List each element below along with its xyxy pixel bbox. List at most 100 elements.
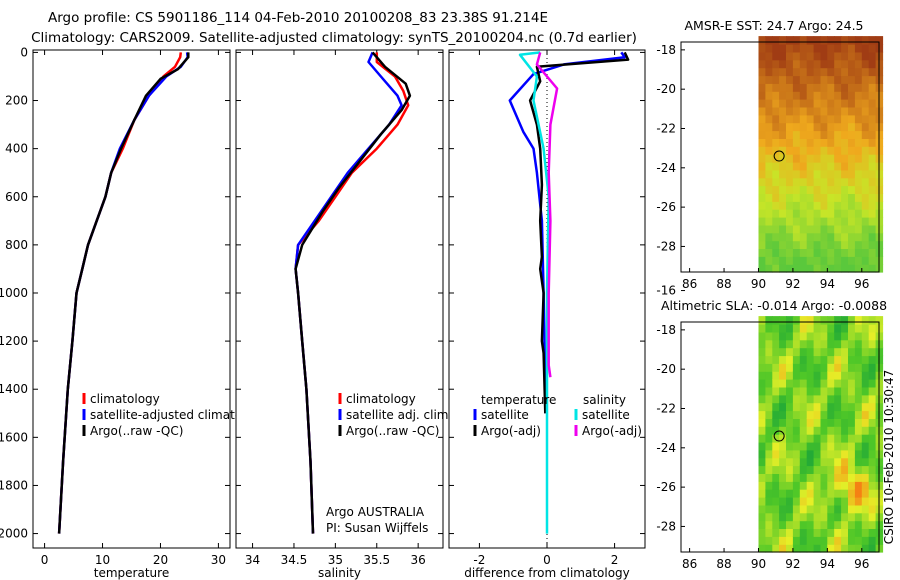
sst_map-cell (854, 161, 863, 171)
sst_map-cell (758, 91, 766, 100)
sla_map-cell (813, 371, 822, 380)
sla_map-cell (820, 386, 828, 396)
sst_map-cell (792, 138, 801, 147)
sla_map-cell (799, 528, 808, 537)
sla_map-cell (854, 512, 863, 522)
sla_map-cell (792, 473, 801, 482)
sst_map-cell (820, 67, 828, 77)
sla_map-cell (868, 331, 877, 341)
sla_map-cell (861, 457, 870, 467)
sla_map-cell (827, 544, 835, 553)
sla_map-cell (868, 457, 877, 467)
sla_map-cell (841, 418, 849, 427)
sst_map-cell (820, 264, 828, 273)
sla_map-cell (779, 410, 787, 419)
sla_map-cell (841, 331, 849, 341)
sla_map-cell (758, 441, 766, 451)
sla_map-cell (868, 402, 877, 412)
sst_map-cell (861, 154, 870, 163)
sla_map-cell (827, 497, 835, 506)
sst_map-cell (779, 154, 787, 163)
sla_map-cell (813, 441, 822, 451)
sst_map-cell (779, 99, 787, 108)
sst_map-cell (834, 256, 842, 265)
sst_map-cell (806, 209, 815, 218)
sla_map-cell (820, 544, 828, 553)
sst_map-cell (841, 256, 849, 265)
sla_map-xtick-label: 88 (716, 557, 731, 571)
sst_map-cell (772, 193, 780, 202)
sst_map-cell (854, 146, 863, 155)
sla_map-cell (806, 355, 815, 364)
sla_map-cell (834, 394, 842, 404)
sst_map-cell (868, 146, 877, 155)
salinity-legend-climatology-label: climatology (346, 392, 416, 406)
sla_map-cell (772, 465, 780, 474)
sla_map-cell (861, 386, 870, 396)
sst_map-cell (868, 83, 877, 92)
sla_map-cell (848, 481, 856, 490)
sst_map-cell (779, 122, 787, 132)
sla_map-cell (779, 331, 787, 341)
sla_map-cell (868, 504, 877, 514)
sla_map-cell (854, 457, 863, 467)
sst_map-cell (861, 224, 870, 234)
sla_map-cell (848, 512, 856, 522)
sst_map-cell (834, 59, 842, 69)
salinity-xtick-label: 36 (411, 553, 426, 567)
difference-xtick-label: 0 (543, 553, 551, 567)
sla_map-cell (868, 465, 877, 474)
sla_map-cell (758, 512, 766, 522)
sst_map-cell (806, 59, 815, 69)
sst_map-cell (806, 36, 815, 45)
sla_map-cell (792, 363, 801, 372)
sst_map-cell (813, 201, 822, 210)
sla_map-cell (861, 402, 870, 412)
sla_map-cell (827, 379, 835, 388)
sst_map-cell (868, 193, 877, 202)
sst_map-cell (820, 177, 828, 187)
sla_map-cell (820, 489, 828, 498)
sst_map-cell (848, 201, 856, 210)
depth-tick-label: 600 (5, 190, 28, 204)
temperature-xtick-label: 20 (153, 553, 168, 567)
sla_map-cell (834, 324, 842, 333)
sst_map-cell (813, 59, 822, 69)
sla_map-cell (861, 441, 870, 451)
sst_map-cell (813, 114, 822, 124)
salinity-xlabel: salinity (318, 566, 361, 580)
sst_map-cell (806, 201, 815, 210)
sst_map-cell (868, 36, 877, 45)
sst_map-cell (848, 161, 856, 171)
sst_map-cell (765, 75, 773, 84)
sla_map-cell (827, 371, 835, 380)
sla_map-cell (779, 536, 787, 545)
sla_map-cell (854, 371, 863, 380)
sla_map-cell (765, 418, 773, 427)
sst_map-cell (806, 91, 815, 100)
salinity-panel: 34 34.5 35 35.5 36 salinity climatology satelli… (235, 49, 452, 580)
sla_map-cell (786, 497, 794, 506)
sla_map-ytick-label: -16 (656, 284, 676, 298)
sla_map-cell (868, 324, 877, 333)
sla_map-cell (786, 489, 794, 498)
sst_map-cell (820, 224, 828, 234)
temperature-xtick-label: 10 (95, 553, 110, 567)
sla_map-cell (799, 402, 808, 412)
sst_map-cell (806, 232, 815, 242)
sst_map-cell (841, 264, 849, 273)
sla_map-cell (792, 449, 801, 459)
sst_map-cell (827, 44, 835, 53)
sst_map-cell (827, 169, 835, 179)
sst_map-cell (861, 75, 870, 84)
sla_map-cell (799, 324, 808, 333)
sla_map-cell (758, 363, 766, 372)
sla_map-cell (827, 339, 835, 349)
sla_map-cell (806, 528, 815, 537)
sst_map-xtick-label: 94 (820, 277, 835, 291)
sst_map-cell (765, 138, 773, 147)
sst_map-cell (786, 106, 794, 116)
sla_map-cell (854, 426, 863, 435)
sst_map-cell (765, 248, 773, 257)
sla_map-cell (765, 465, 773, 474)
